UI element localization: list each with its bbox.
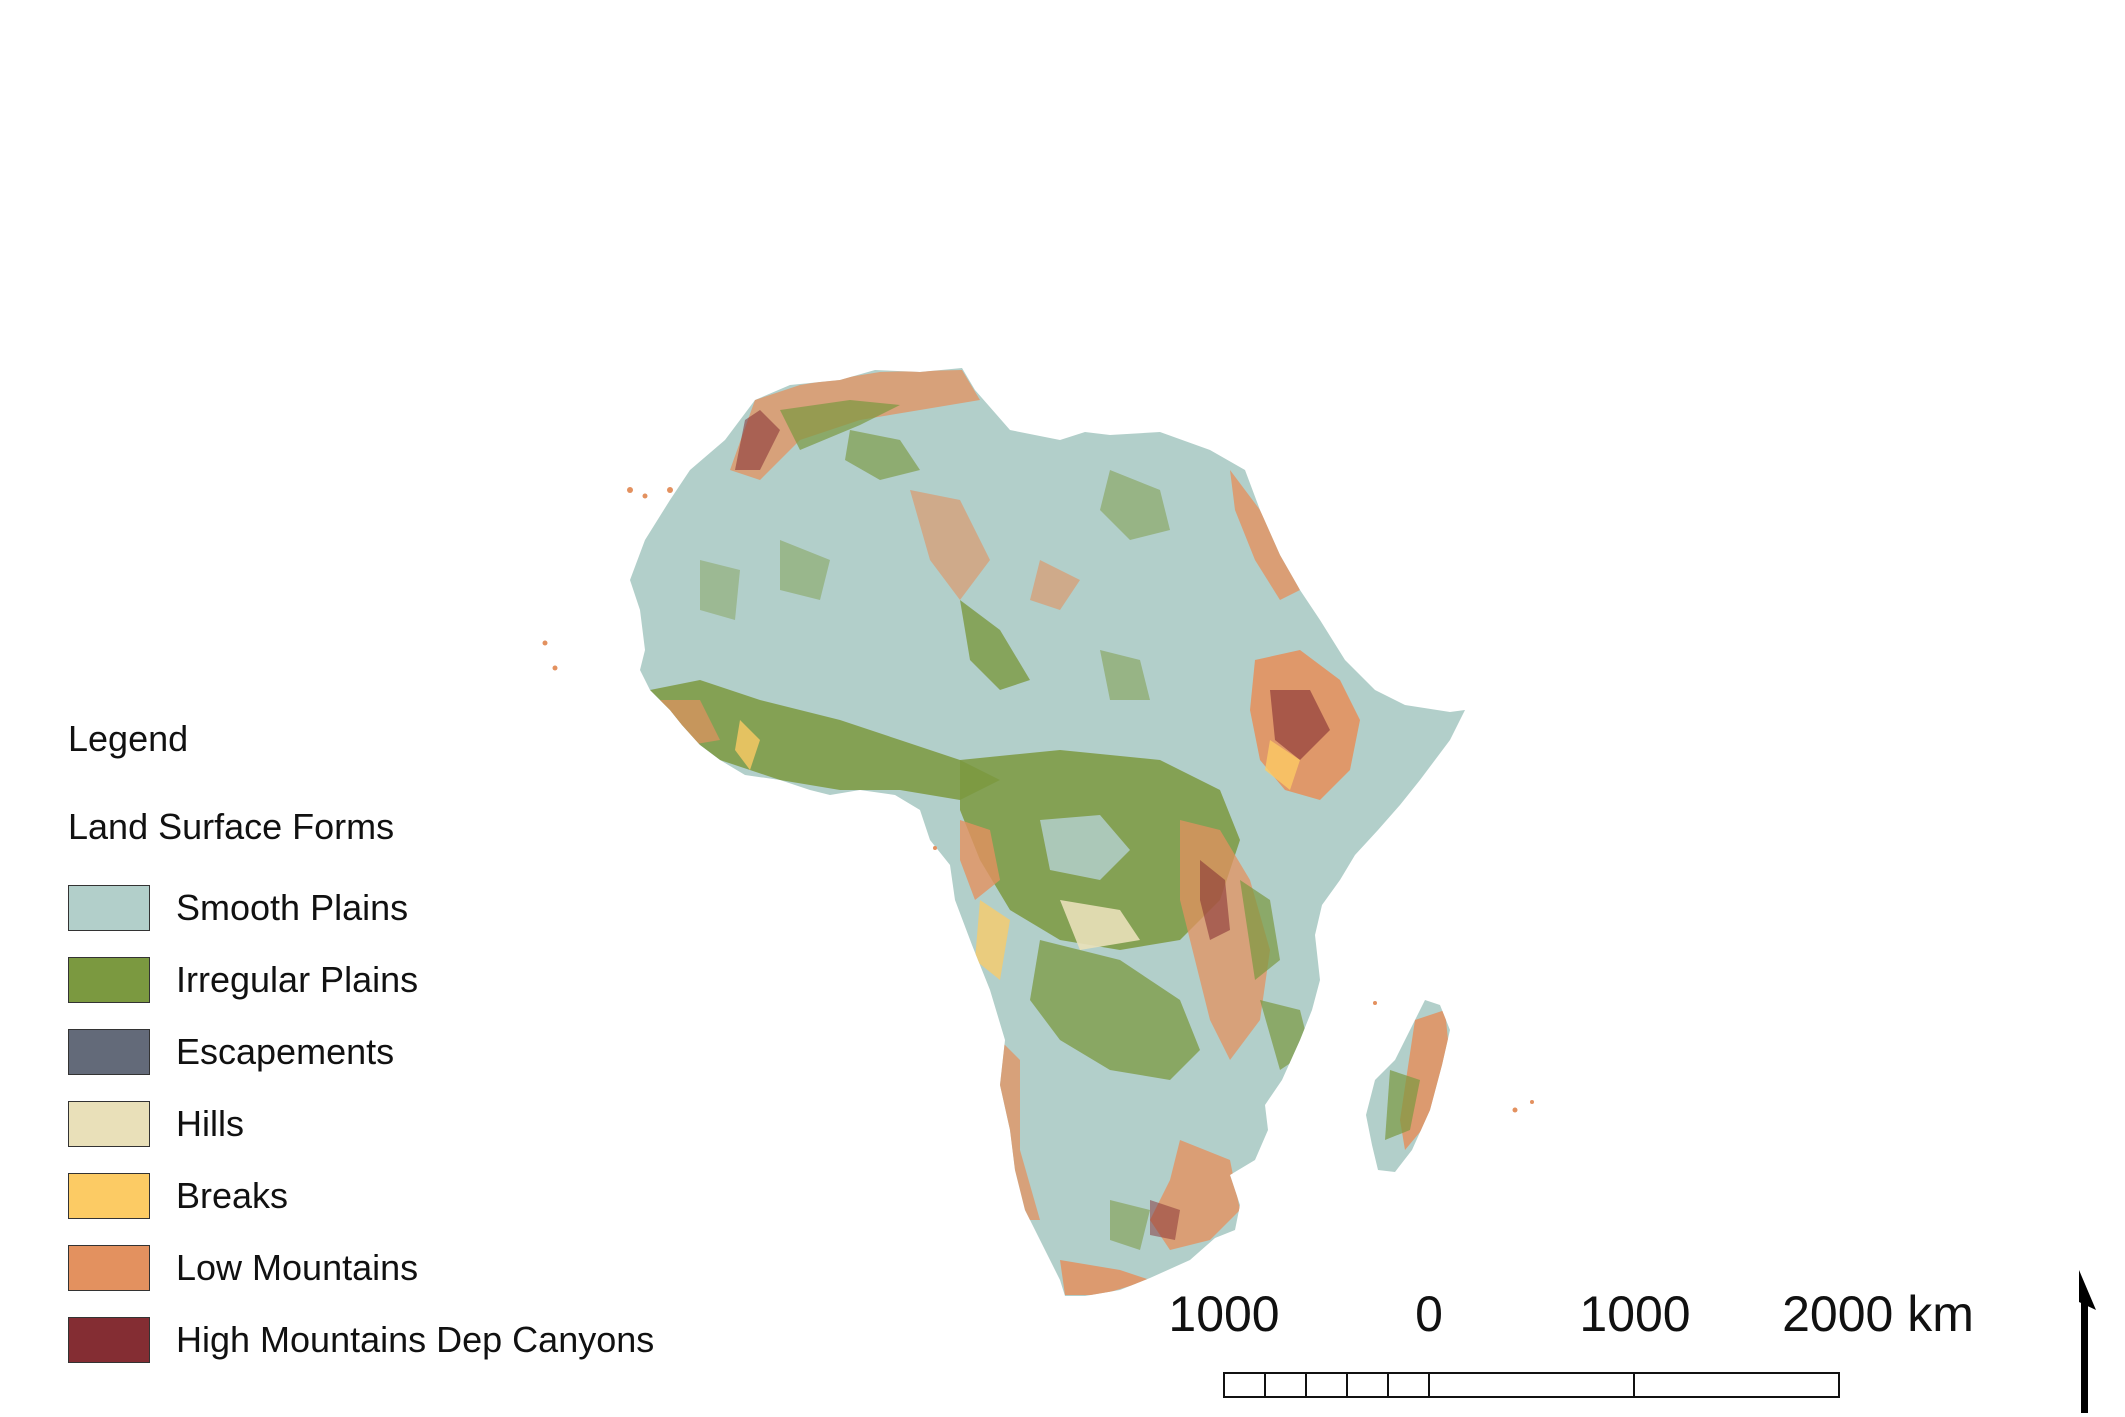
- legend-swatch: [68, 957, 150, 1003]
- scale-label-zero: 0: [1415, 1286, 1443, 1342]
- legend-swatch: [68, 1101, 150, 1147]
- legend-items: Smooth Plains Irregular Plains Escapements…: [68, 872, 768, 1376]
- north-arrow-icon: [2079, 1270, 2096, 1413]
- legend-item: Breaks: [68, 1160, 768, 1232]
- legend-swatch: [68, 1173, 150, 1219]
- legend-label: Smooth Plains: [176, 887, 409, 928]
- scale-label-2000-km: 2000 km: [1782, 1286, 1974, 1342]
- legend-label: Escapements: [176, 1031, 395, 1072]
- scale-label-left-1000: 1000: [1168, 1286, 1280, 1342]
- madagascar-surface: [1385, 1010, 1450, 1150]
- legend-item: Hills: [68, 1088, 768, 1160]
- legend-swatch: [68, 1029, 150, 1075]
- legend-label: Hills: [176, 1103, 244, 1144]
- legend-label: Breaks: [176, 1175, 289, 1216]
- legend-item: Smooth Plains: [68, 872, 768, 944]
- legend-item: Low Mountains: [68, 1232, 768, 1304]
- legend-item: Irregular Plains: [68, 944, 768, 1016]
- legend-subtitle: Land Surface Forms: [68, 806, 395, 847]
- legend-item: High Mountains Dep Canyons: [68, 1304, 768, 1376]
- map-legend: Legend Land Surface Forms Smooth Plains I…: [68, 718, 768, 1376]
- scale-label-right-1000: 1000: [1579, 1286, 1691, 1342]
- scale-bar-labels: 1000 0 1000 2000 km: [0, 1285, 2125, 1345]
- legend-item: Escapements: [68, 1016, 768, 1088]
- land-surface-patches: [650, 370, 1360, 1295]
- legend-label: High Mountains Dep Canyons: [176, 1319, 655, 1360]
- legend-label: Low Mountains: [176, 1247, 419, 1288]
- legend-label: Irregular Plains: [176, 959, 419, 1000]
- legend-swatch: [68, 1245, 150, 1291]
- legend-swatch: [68, 1317, 150, 1363]
- small-islands: [542, 487, 1534, 1113]
- legend-swatch: [68, 885, 150, 931]
- legend-title: Legend: [68, 718, 189, 759]
